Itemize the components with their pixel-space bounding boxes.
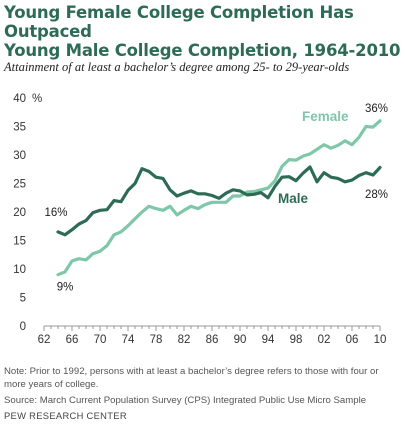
- y-tick-label: 30: [13, 150, 26, 162]
- x-tick-label: 86: [206, 334, 219, 346]
- x-tick-label: 02: [318, 334, 331, 346]
- y-tick-label: 15: [13, 236, 26, 248]
- x-tick-label: 90: [234, 334, 247, 346]
- female-end-label: 36%: [365, 103, 388, 115]
- x-tick-label: 66: [66, 334, 79, 346]
- y-tick-label: 5: [20, 293, 26, 305]
- x-tick-label: 98: [290, 334, 303, 346]
- chart-subtitle: Attainment of at least a bachelor’s degr…: [4, 60, 350, 74]
- x-tick-label: 74: [122, 334, 135, 346]
- male-start-label: 16%: [44, 207, 67, 219]
- line-chart: 62 66 70 74 78 82 86 90 94 98 02 06 10 0 5 10 15 20 25 30 35…: [13, 93, 388, 346]
- chart-note: Note: Prior to 1992, persons with at lea…: [4, 366, 379, 390]
- y-tick-label: 25: [13, 179, 26, 191]
- x-tick-label: 82: [178, 334, 191, 346]
- title-line-1: Young Female College Completion Has Outp…: [4, 3, 354, 41]
- x-tick-label: 10: [374, 334, 387, 346]
- x-tick-label: 62: [38, 334, 51, 346]
- chart-lines: [56, 119, 382, 277]
- male-end-label: 28%: [365, 189, 388, 201]
- series-line-male: [56, 165, 382, 237]
- y-tick-label: 35: [13, 122, 26, 134]
- series-label-male: Male: [278, 191, 309, 206]
- chart-axes: 62 66 70 74 78 82 86 90 94 98 02 06 10 0 5 10 15 20 25 30 35…: [13, 93, 386, 346]
- y-tick-label: 40: [13, 93, 26, 105]
- series-label-female: Female: [302, 109, 349, 124]
- x-tick-label: 94: [262, 334, 275, 346]
- chart-title: Young Female College Completion Has Outp…: [4, 3, 402, 60]
- y-axis-label: %: [32, 93, 42, 105]
- female-start-label: 9%: [57, 282, 74, 294]
- chart-source: Source: March Current Population Survey …: [4, 395, 367, 406]
- x-tick-label: 70: [94, 334, 107, 346]
- pew-credit: PEW RESEARCH CENTER: [4, 410, 127, 421]
- y-tick-label: 10: [13, 264, 26, 276]
- x-tick-label: 78: [150, 334, 163, 346]
- x-tick-label: 06: [346, 334, 359, 346]
- title-line-2: Young Male College Completion, 1964-2010: [4, 41, 401, 60]
- series-line-female: [56, 119, 382, 277]
- y-tick-label: 20: [13, 207, 26, 219]
- y-tick-label: 0: [20, 321, 26, 333]
- chart-labels: Female Male 16% 9% 36% 28%: [44, 103, 388, 294]
